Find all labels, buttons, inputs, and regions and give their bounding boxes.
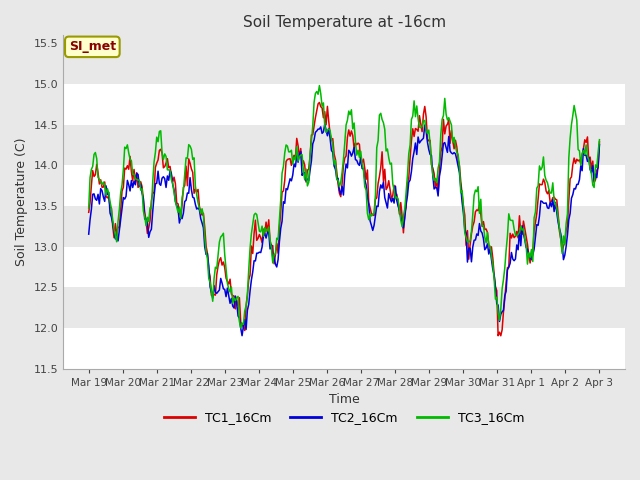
Bar xyxy=(63,84,625,125)
X-axis label: Time: Time xyxy=(329,393,360,406)
Legend: TC1_16Cm, TC2_16Cm, TC3_16Cm: TC1_16Cm, TC2_16Cm, TC3_16Cm xyxy=(159,406,529,429)
Bar xyxy=(63,166,625,206)
Bar xyxy=(63,206,625,247)
Bar xyxy=(63,287,625,328)
Bar xyxy=(63,44,625,84)
Bar xyxy=(63,328,625,369)
Text: SI_met: SI_met xyxy=(68,40,116,53)
Y-axis label: Soil Temperature (C): Soil Temperature (C) xyxy=(15,138,28,266)
Bar xyxy=(63,125,625,166)
Bar xyxy=(63,247,625,287)
Title: Soil Temperature at -16cm: Soil Temperature at -16cm xyxy=(243,15,445,30)
